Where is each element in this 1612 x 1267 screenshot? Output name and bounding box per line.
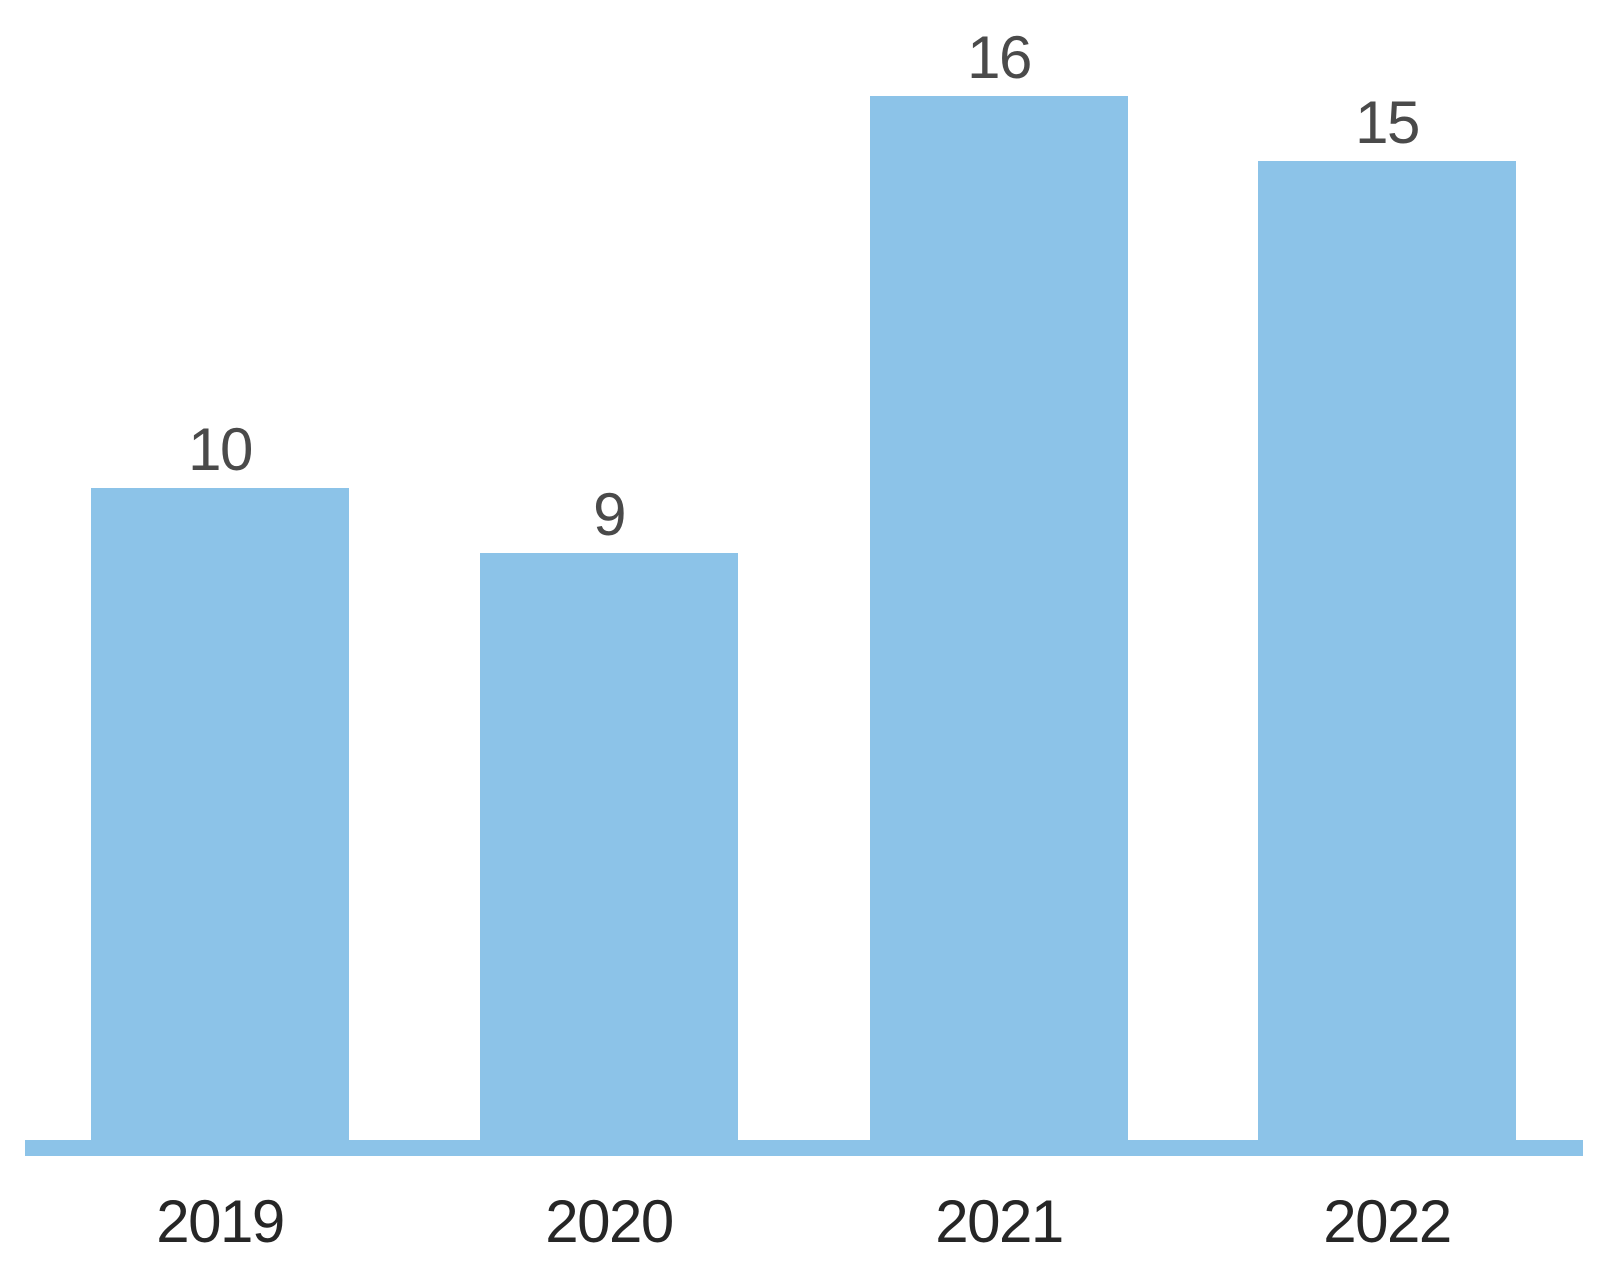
bar-2021: [870, 96, 1128, 1156]
value-label-2019: 10: [188, 415, 253, 483]
x-axis-label-2019: 2019: [156, 1188, 285, 1255]
bar-2020: [480, 552, 738, 1156]
bar-2019: [91, 487, 349, 1156]
x-axis-label-2021: 2021: [935, 1188, 1064, 1255]
bar-2022: [1258, 161, 1516, 1156]
value-label-2020: 9: [593, 480, 626, 548]
value-label-2021: 16: [967, 24, 1032, 91]
x-axis-label-2020: 2020: [545, 1188, 674, 1255]
x-axis-label-2022: 2022: [1323, 1188, 1452, 1255]
x-axis-line: [25, 1140, 1583, 1156]
value-label-2022: 15: [1355, 89, 1420, 157]
